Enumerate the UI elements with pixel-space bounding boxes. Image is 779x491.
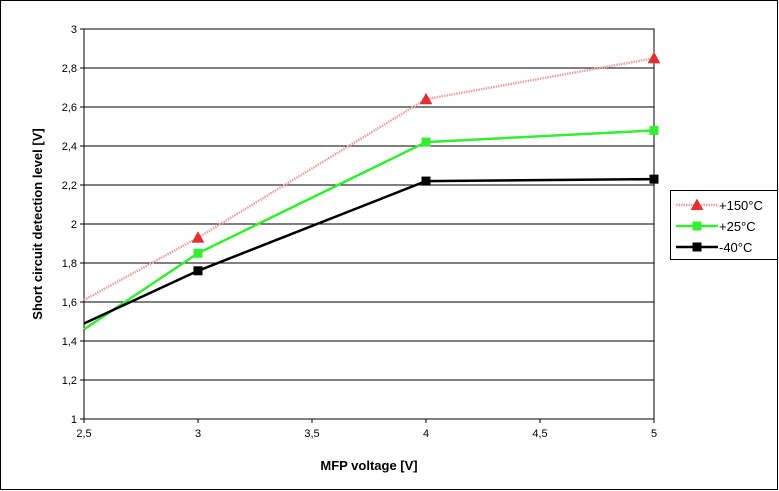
data-point-marker — [191, 231, 205, 243]
legend-marker — [692, 221, 702, 231]
legend: +150°C +25°C -40°C — [676, 198, 763, 255]
series-2 — [83, 174, 659, 325]
legend-marker — [690, 198, 704, 211]
y-tick-label: 1,8 — [62, 258, 77, 270]
x-axis-title: MFP voltage [V] — [320, 458, 417, 473]
legend-entry: -40°C — [676, 240, 752, 255]
data-point-marker — [421, 176, 431, 186]
x-tick-label: 2,5 — [76, 428, 91, 440]
y-tick-label: 1,4 — [62, 336, 77, 348]
data-point-marker — [419, 92, 433, 105]
y-tick-label: 2,2 — [62, 180, 77, 192]
data-point-marker — [421, 137, 431, 147]
y-tick-label: 3 — [71, 24, 77, 36]
y-tick-label: 2,4 — [62, 141, 77, 153]
x-tick-label: 4 — [423, 428, 429, 440]
y-tick-label: 2,8 — [62, 63, 77, 75]
x-axis-ticks: 2,5 3 3,5 4 4,5 5 — [76, 419, 657, 440]
y-axis-ticks: 1 1,2 1,4 1,6 1,8 2 2,2 2,4 2,6 2,8 3 — [62, 24, 84, 426]
legend-entry: +25°C — [676, 219, 756, 234]
series-layer — [83, 51, 661, 331]
x-tick-label: 5 — [651, 428, 657, 440]
data-point-marker — [649, 174, 659, 184]
x-tick-label: 3,5 — [304, 428, 319, 440]
y-tick-label: 2,6 — [62, 102, 77, 114]
series-line — [83, 57, 655, 302]
data-point-marker — [193, 248, 203, 258]
data-point-marker — [649, 125, 659, 135]
legend-label: -40°C — [719, 240, 752, 255]
data-point-marker — [193, 266, 203, 276]
y-tick-label: 1,6 — [62, 297, 77, 309]
y-tick-label: 1,2 — [62, 375, 77, 387]
x-tick-label: 3 — [195, 428, 201, 440]
legend-entry: +150°C — [676, 198, 763, 213]
y-tick-label: 2 — [71, 219, 77, 231]
series-0 — [83, 51, 661, 302]
series-line — [83, 177, 655, 325]
series-1 — [83, 125, 659, 331]
data-point-marker — [647, 51, 661, 64]
legend-label: +150°C — [719, 198, 763, 213]
y-tick-label: 1 — [71, 414, 77, 426]
legend-marker — [692, 242, 702, 252]
series-line — [83, 129, 655, 331]
y-axis-title: Short circuit detection level [V] — [30, 128, 45, 319]
x-tick-label: 4,5 — [532, 428, 547, 440]
legend-label: +25°C — [719, 219, 756, 234]
